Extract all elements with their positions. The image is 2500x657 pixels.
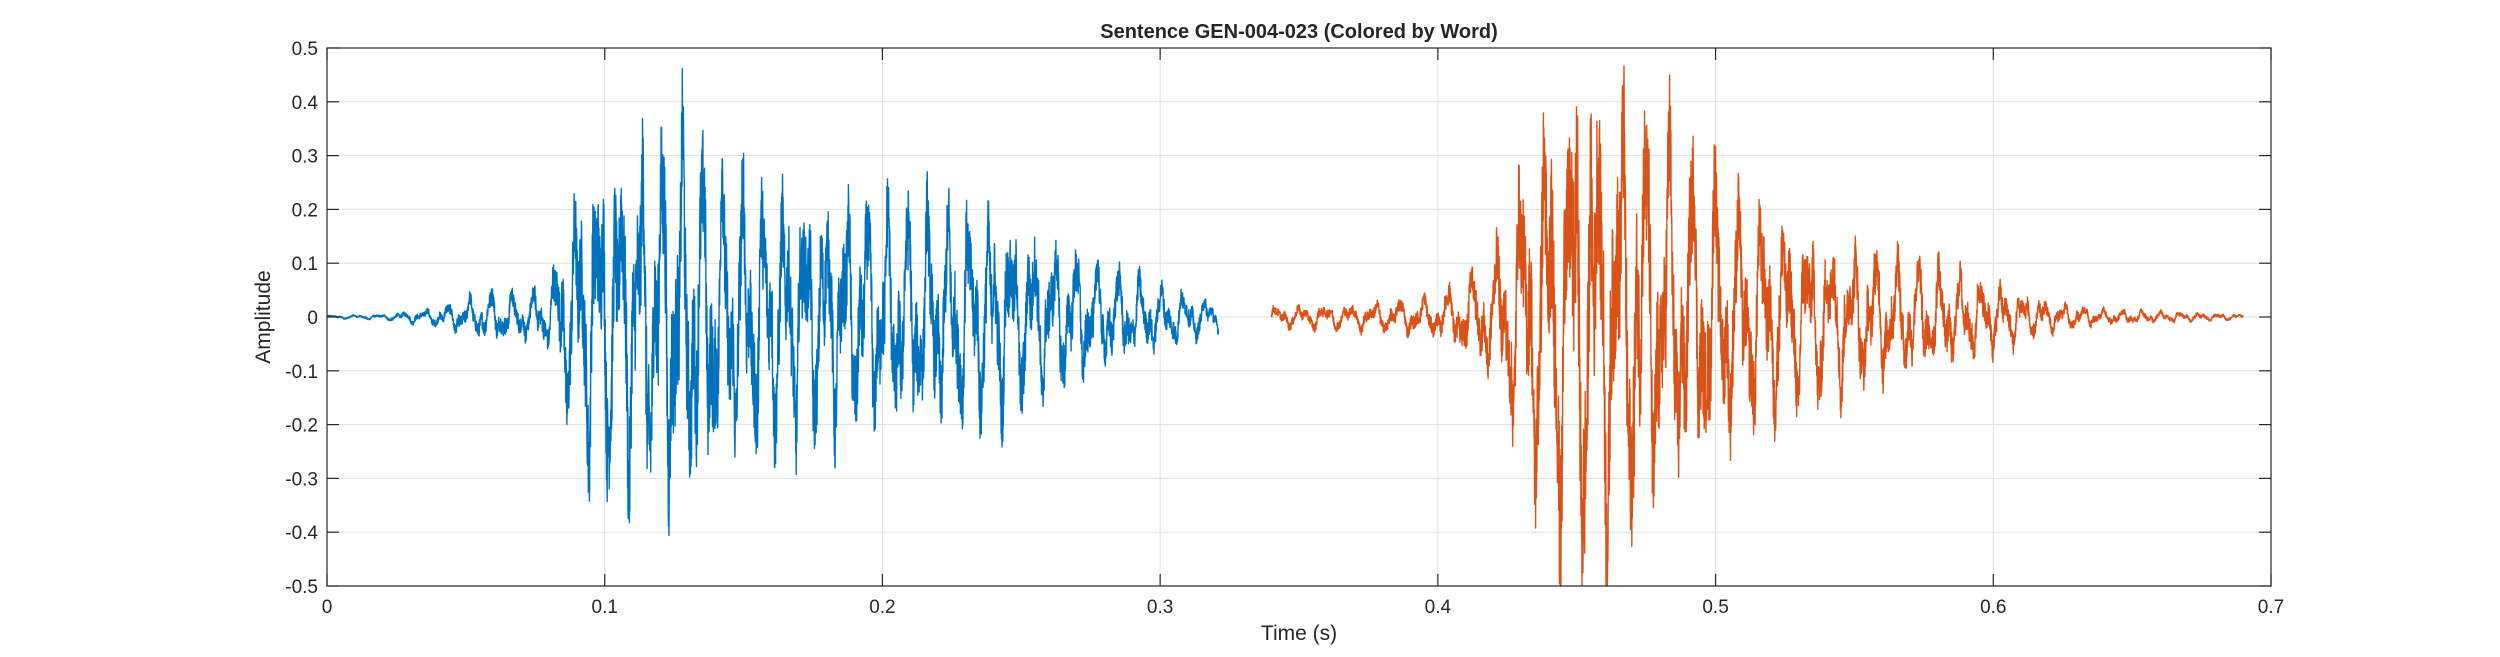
waveform-series-1: [326, 67, 1220, 537]
x-tick-label: 0.3: [1147, 597, 1173, 618]
y-tick-label: 0.4: [292, 93, 319, 114]
x-tick-label: 0.6: [1980, 597, 2006, 618]
waveform-series-2: [1270, 65, 2244, 587]
y-tick-label: -0.5: [285, 577, 318, 598]
chart-title: Sentence GEN-004-023 (Colored by Word): [1100, 21, 1498, 43]
plot-series: [326, 65, 2244, 587]
y-tick-label: 0.1: [292, 254, 318, 275]
y-tick-label: 0.5: [292, 39, 318, 60]
x-tick-label: 0.1: [592, 597, 618, 618]
x-tick-label: 0.2: [869, 597, 895, 618]
x-tick-label: 0.5: [1702, 597, 1728, 618]
x-tick-label: 0.7: [2258, 597, 2284, 618]
y-tick-label: -0.2: [285, 416, 318, 437]
y-tick-label: 0.3: [292, 147, 318, 168]
axis-ticks: 0 0.1 0.2 0.3 0.4 0.5 0.6 0.70.50.40.30.20.10-0…: [285, 39, 2284, 618]
y-tick-label: -0.4: [285, 523, 318, 544]
y-tick-label: 0: [307, 308, 318, 329]
x-tick-label: 0: [322, 597, 333, 618]
y-tick-label: -0.1: [285, 362, 318, 383]
y-axis-label: Amplitude: [252, 270, 275, 363]
x-axis-label: Time (s): [1261, 622, 1337, 645]
y-tick-label: 0.2: [292, 200, 318, 221]
x-tick-label: 0.4: [1425, 597, 1452, 618]
y-tick-label: -0.3: [285, 469, 318, 490]
